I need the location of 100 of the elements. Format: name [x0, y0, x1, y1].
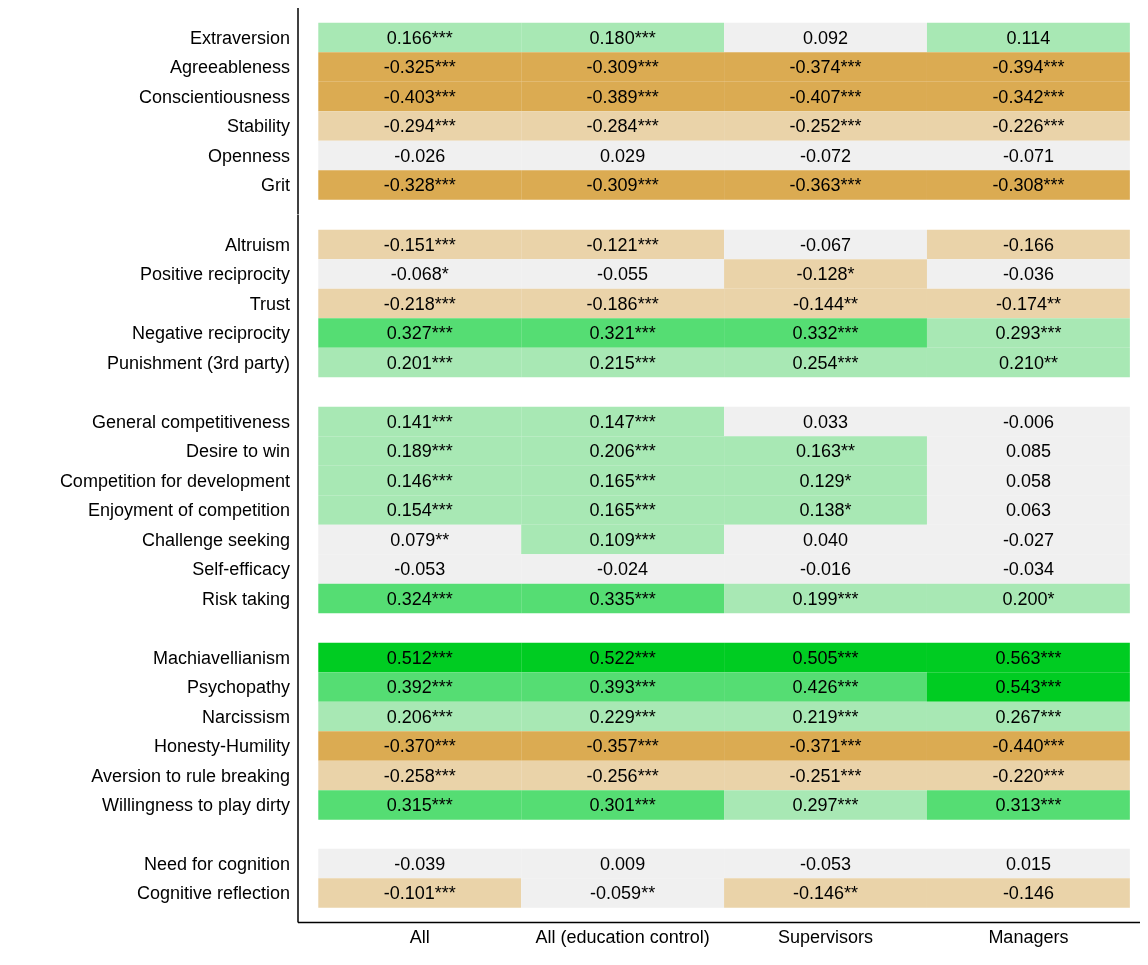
data-label: 0.147*** [589, 411, 656, 431]
data-label: -0.053 [394, 558, 446, 579]
data-label: -0.258*** [383, 765, 456, 785]
data-label: -0.226*** [992, 116, 1065, 136]
data-label: 0.085 [1005, 440, 1051, 461]
data-label: 0.079** [390, 529, 450, 549]
data-label: 0.426*** [792, 676, 859, 697]
y-tick-label: Desire to win [185, 440, 290, 461]
y-tick-label: Risk taking [201, 588, 290, 609]
data-label: 0.219*** [792, 706, 859, 726]
data-label: 0.522*** [589, 647, 656, 667]
data-label: 0.332*** [792, 322, 859, 343]
y-tick-label: Enjoyment of competition [87, 499, 290, 520]
y-tick-label: Challenge seeking [141, 529, 290, 550]
data-label: 0.154*** [386, 499, 453, 520]
data-label: 0.327*** [386, 322, 453, 343]
data-label: -0.039 [394, 853, 446, 874]
data-label: 0.393*** [589, 676, 656, 697]
data-label: 0.210** [998, 352, 1058, 372]
data-label: -0.309*** [586, 57, 659, 77]
data-label: -0.146 [1002, 883, 1054, 903]
data-label: 0.029 [600, 145, 646, 166]
data-label: -0.128* [796, 263, 855, 284]
data-label: -0.252*** [789, 116, 862, 136]
data-label: 0.165*** [589, 499, 656, 520]
x-tick-label: All [409, 927, 430, 948]
data-label: 0.166*** [386, 27, 453, 48]
data-label: -0.101*** [383, 883, 456, 903]
y-tick-label: Agreeableness [169, 57, 290, 78]
data-label: -0.071 [1002, 145, 1054, 166]
y-tick-label: Machiavellianism [152, 647, 290, 668]
data-label: 0.321*** [589, 322, 656, 343]
y-tick-label: General competitiveness [91, 411, 290, 432]
data-label: -0.059** [590, 883, 656, 903]
data-label: -0.006 [1002, 411, 1054, 431]
data-label: 0.129* [799, 470, 852, 490]
data-label: -0.374*** [789, 57, 862, 77]
data-label: -0.256*** [586, 765, 659, 785]
y-tick-label: Openness [207, 145, 290, 166]
data-label: -0.220*** [992, 765, 1065, 785]
data-label: 0.301*** [589, 794, 656, 815]
data-label: -0.166 [1002, 234, 1054, 254]
data-label: -0.357*** [586, 735, 659, 756]
data-label: 0.335*** [589, 588, 656, 608]
data-label: 0.138* [799, 499, 852, 520]
data-label: -0.440*** [992, 735, 1065, 756]
y-tick-label: Cognitive reflection [136, 883, 290, 904]
y-tick-label: Conscientiousness [138, 86, 290, 107]
y-tick-label: Self-efficacy [192, 558, 290, 579]
data-label: -0.403*** [383, 86, 456, 107]
data-label: -0.174** [995, 293, 1061, 313]
data-label: 0.297*** [792, 794, 859, 815]
y-tick-label: Competition for development [59, 470, 290, 491]
data-label: 0.141*** [386, 411, 453, 431]
data-label: 0.543*** [995, 676, 1062, 697]
data-label: 0.180*** [589, 27, 656, 48]
y-tick-label: Negative reciprocity [131, 322, 290, 343]
x-tick-label: Managers [988, 927, 1069, 948]
data-label: 0.201*** [386, 352, 453, 372]
data-label: -0.026 [394, 145, 446, 166]
y-tick-label: Grit [261, 175, 290, 196]
data-label: 0.324*** [386, 588, 453, 608]
data-label: -0.151*** [383, 234, 456, 254]
data-label: 0.563*** [995, 647, 1062, 667]
data-label: -0.407*** [789, 86, 862, 107]
data-label: -0.067 [799, 234, 852, 254]
data-label: 0.392*** [386, 676, 453, 697]
data-label: -0.072 [799, 145, 852, 166]
data-label: 0.512*** [386, 647, 453, 667]
data-label: 0.293*** [995, 322, 1062, 343]
data-label: -0.144** [792, 293, 859, 313]
y-tick-label: Positive reciprocity [139, 263, 290, 284]
data-label: -0.328*** [383, 175, 456, 195]
data-label: -0.371*** [789, 735, 862, 756]
data-label: 0.215*** [589, 352, 656, 372]
data-label: -0.218*** [383, 293, 456, 313]
y-tick-label: Trust [249, 293, 290, 314]
y-tick-label: Punishment (3rd party) [106, 352, 290, 373]
data-label: -0.370*** [383, 735, 456, 756]
data-label: 0.033 [802, 411, 849, 431]
data-label: -0.016 [799, 558, 852, 579]
y-tick-label: Narcissism [202, 706, 290, 727]
data-label: 0.505*** [792, 647, 859, 667]
data-label: -0.024 [597, 558, 649, 579]
data-label: 0.009 [600, 853, 646, 874]
x-tick-label: Supervisors [777, 927, 874, 948]
data-label: 0.200* [1002, 588, 1055, 608]
data-label: -0.389*** [586, 86, 659, 107]
y-tick-label: Psychopathy [186, 676, 290, 697]
y-tick-label: Altruism [224, 234, 290, 255]
y-tick-label: Stability [226, 116, 290, 137]
data-label: 0.114 [1006, 27, 1051, 48]
data-label: 0.229*** [589, 706, 656, 726]
data-label: -0.363*** [789, 175, 862, 195]
data-label: 0.040 [802, 529, 849, 549]
y-tick-label: Honesty-Humility [153, 735, 290, 756]
data-label: 0.254*** [792, 352, 859, 372]
data-label: -0.027 [1002, 529, 1054, 549]
data-label: -0.394*** [992, 57, 1065, 77]
data-label: -0.068* [390, 263, 449, 284]
